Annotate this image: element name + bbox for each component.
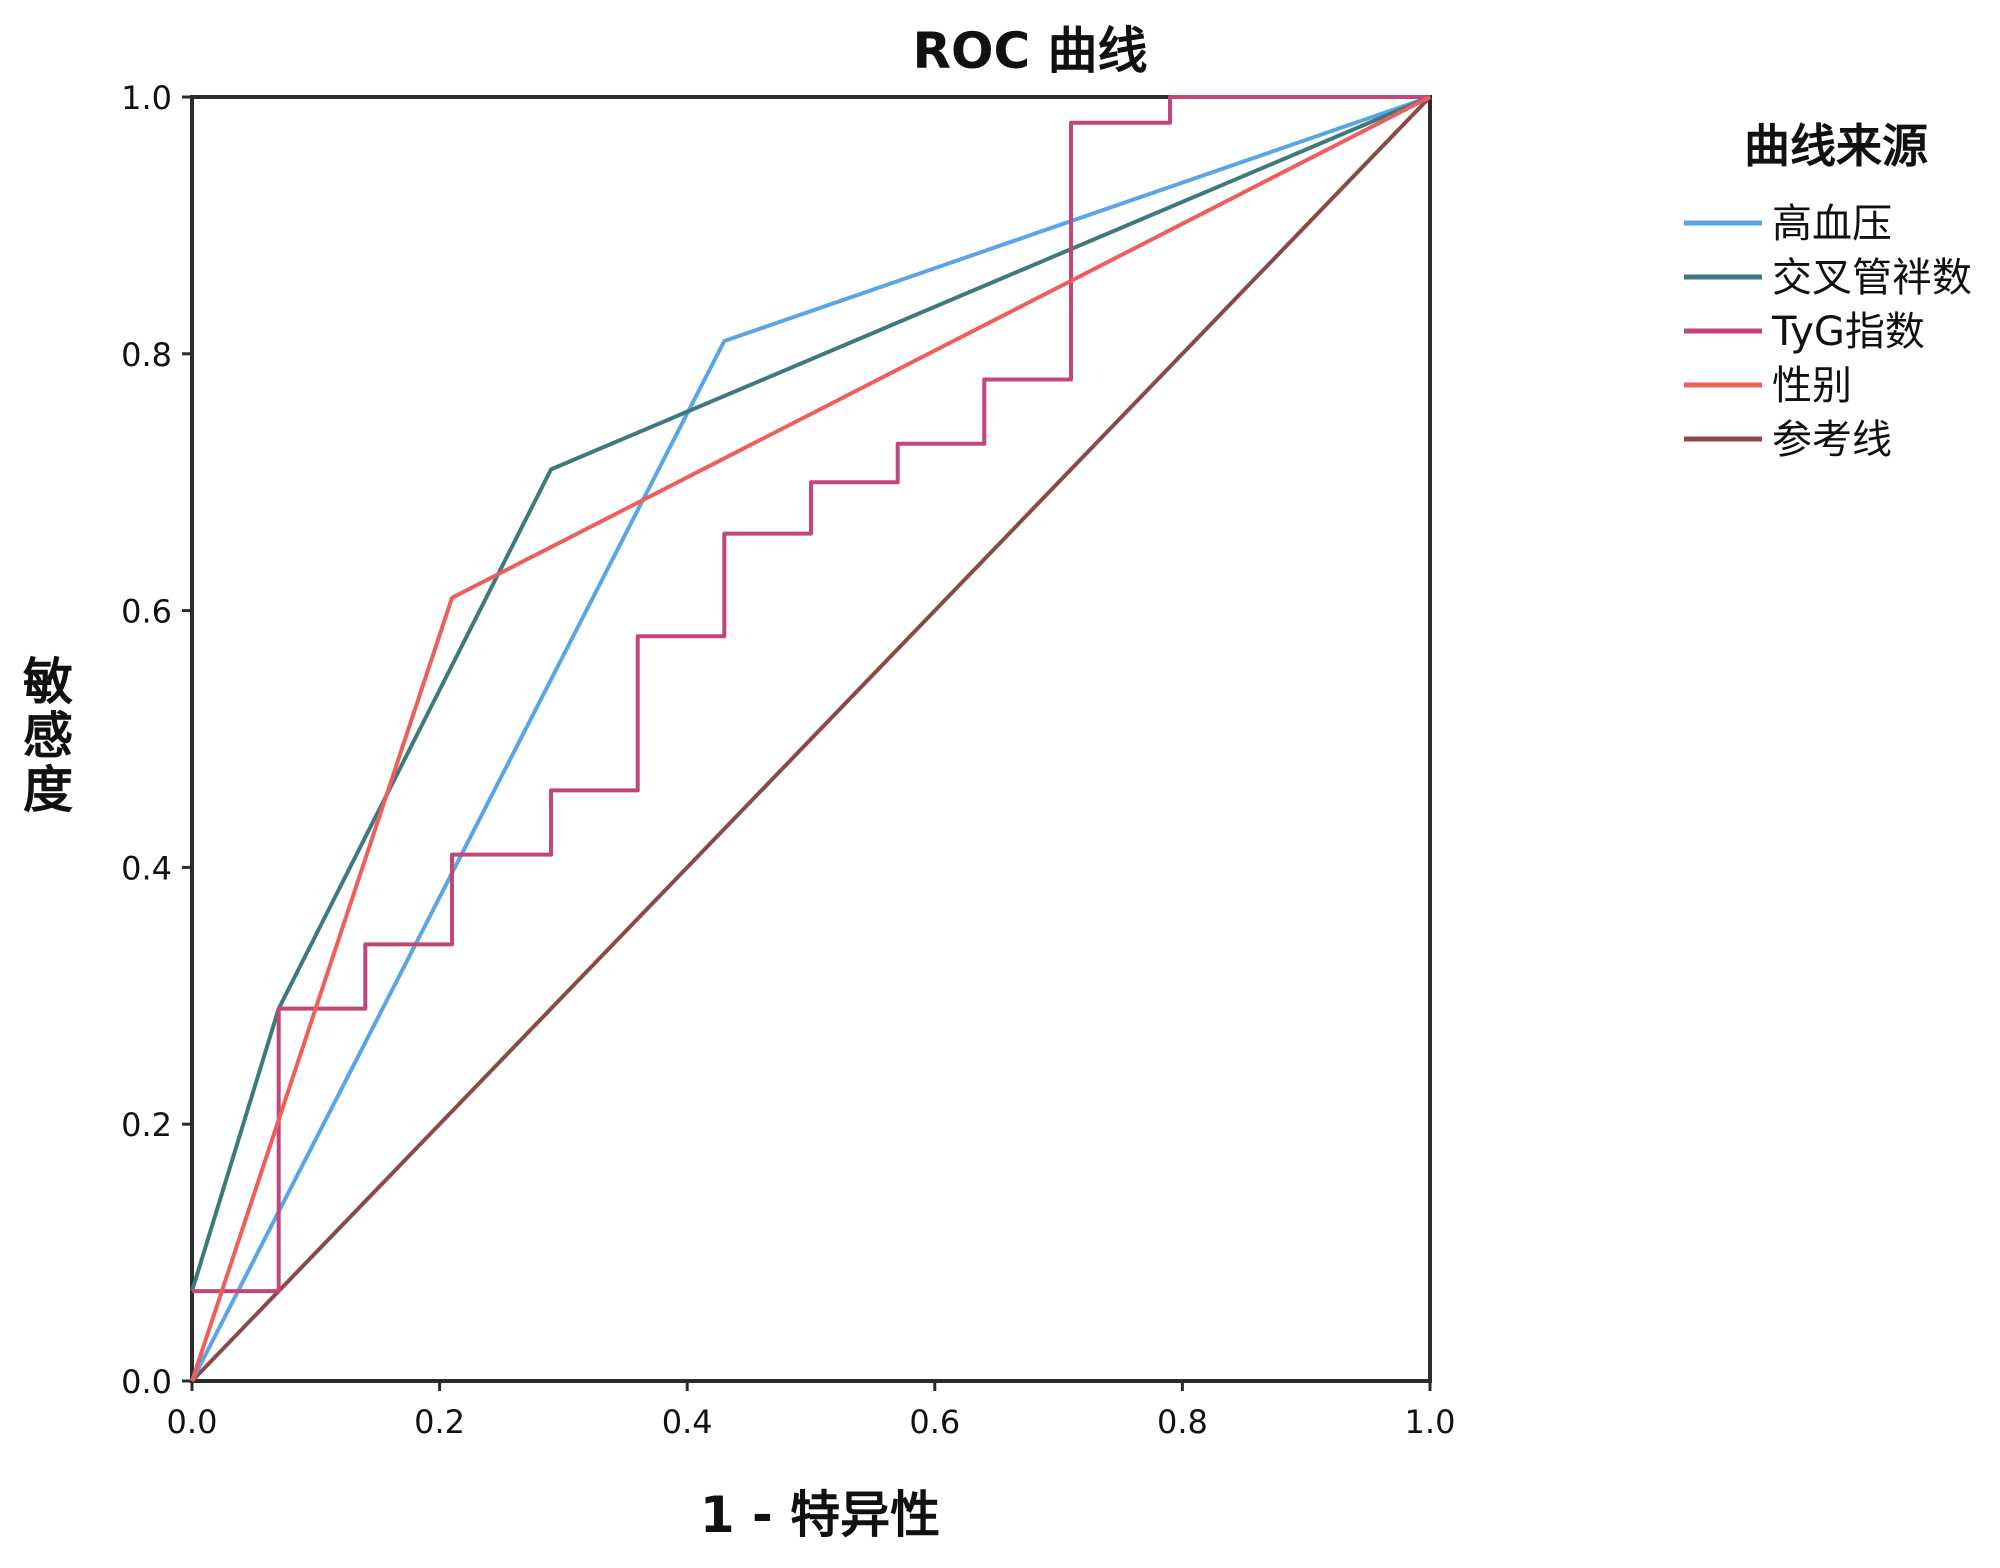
x-tick-label: 0.8 [1157,1403,1208,1441]
y-tick-label: 0.4 [121,849,172,887]
chart-title: ROC 曲线 [912,22,1147,80]
x-axis-title: 1 - 特异性 [700,1486,940,1544]
y-tick-label: 0.2 [121,1106,172,1144]
x-axis-ticks: 0.0 0.2 0.4 0.6 0.8 1.0 [167,1381,1456,1441]
legend-label: 参考线 [1772,417,1892,463]
series-line-0 [190,95,1431,1382]
y-axis-title: 敏感度 [23,653,73,819]
y-axis-ticks: 0.0 0.2 0.4 0.6 0.8 1.0 [121,79,192,1401]
y-tick-label: 0.6 [121,593,172,631]
x-tick-label: 0.0 [167,1403,218,1441]
x-tick-label: 0.4 [662,1403,713,1441]
series-line-2 [192,95,1430,1294]
legend-label: 性别 [1772,363,1852,409]
y-tick-label: 1.0 [121,79,172,117]
series-lines [190,95,1432,1383]
x-tick-label: 1.0 [1405,1403,1456,1441]
legend-title: 曲线来源 [1744,119,1928,173]
series-line-4 [190,95,1432,1383]
legend-label: 高血压 [1772,201,1892,247]
series-line-1 [190,95,1431,1292]
y-tick-label: 0.0 [121,1363,172,1401]
legend-label: 交叉管袢数 [1772,255,1972,301]
legend-label: TyG指数 [1771,309,1925,355]
y-tick-label: 0.8 [121,336,172,374]
x-tick-label: 0.2 [414,1403,465,1441]
plot-frame [190,95,1432,1383]
x-tick-label: 0.6 [909,1403,960,1441]
series-line-3 [190,95,1431,1382]
